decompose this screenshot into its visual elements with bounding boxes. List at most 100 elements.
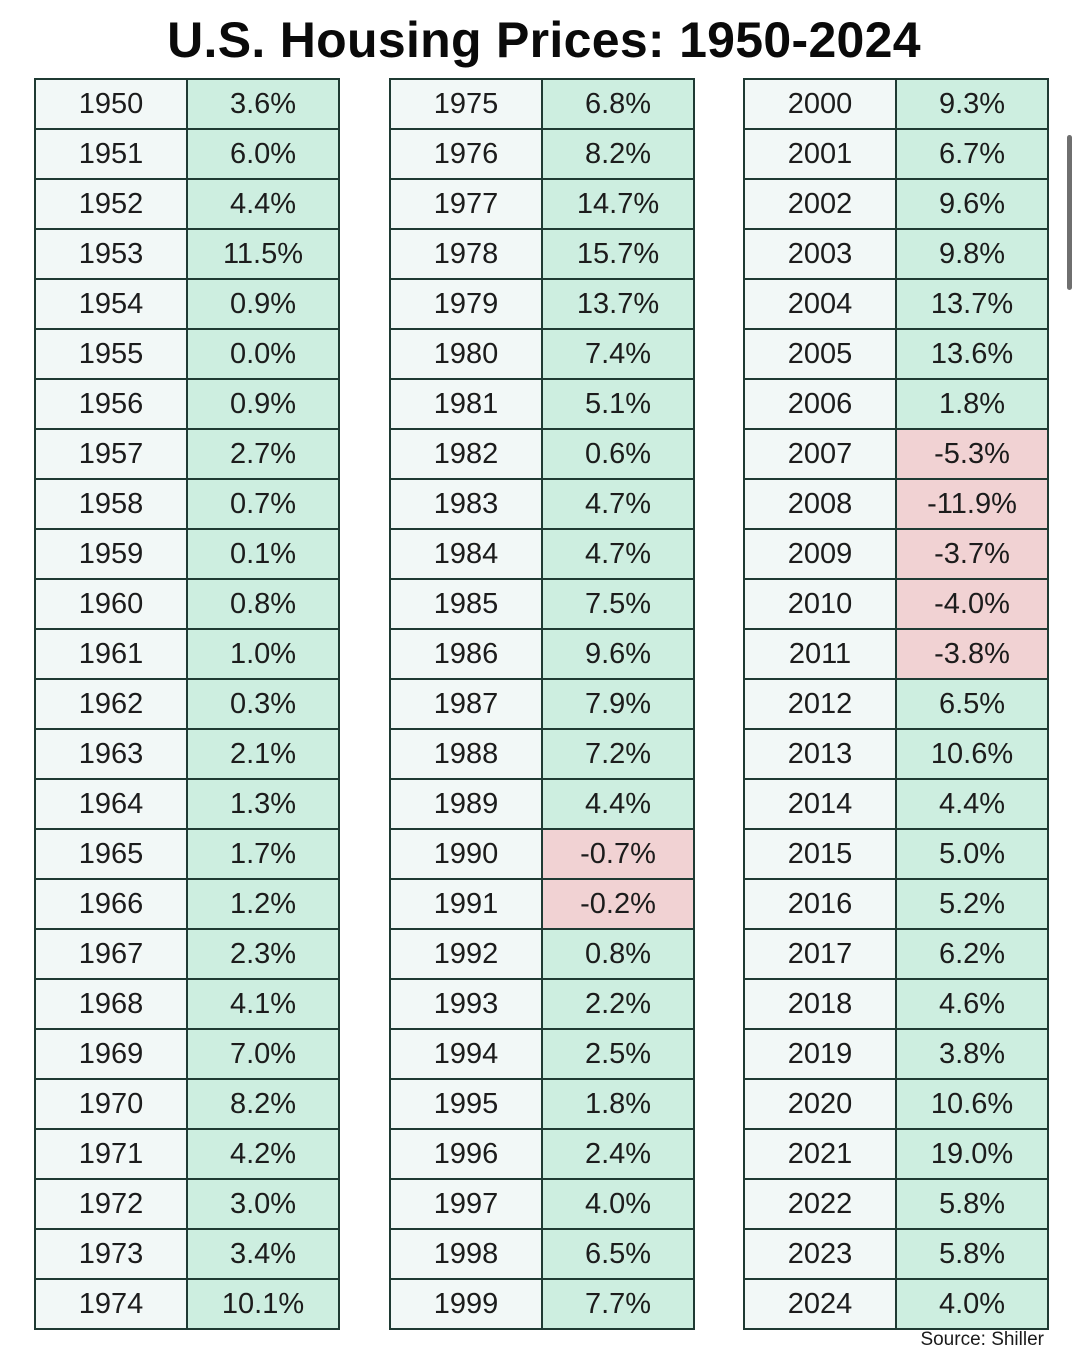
- change-cell: 4.0%: [895, 1278, 1049, 1330]
- table-row: 1963 2.1%: [34, 728, 340, 780]
- price-table-column-2: 1975 6.8% 1976 8.2% 1977 14.7% 1978 15.7% 1979 13…: [389, 78, 695, 1330]
- change-cell: 1.3%: [186, 778, 340, 830]
- table-row: 1970 8.2%: [34, 1078, 340, 1130]
- change-cell: 10.1%: [186, 1278, 340, 1330]
- table-row: 2019 3.8%: [743, 1028, 1049, 1080]
- year-cell: 1954: [34, 278, 188, 330]
- table-row: 2023 5.8%: [743, 1228, 1049, 1280]
- change-cell: -3.8%: [895, 628, 1049, 680]
- year-cell: 2017: [743, 928, 897, 980]
- change-cell: -4.0%: [895, 578, 1049, 630]
- year-cell: 2018: [743, 978, 897, 1030]
- year-cell: 1979: [389, 278, 543, 330]
- table-row: 1978 15.7%: [389, 228, 695, 280]
- year-cell: 1987: [389, 678, 543, 730]
- year-cell: 1972: [34, 1178, 188, 1230]
- change-cell: 7.4%: [541, 328, 695, 380]
- table-row: 2004 13.7%: [743, 278, 1049, 330]
- table-row: 1991 -0.2%: [389, 878, 695, 930]
- change-cell: 13.7%: [895, 278, 1049, 330]
- table-row: 1975 6.8%: [389, 78, 695, 130]
- table-row: 2005 13.6%: [743, 328, 1049, 380]
- table-row: 1999 7.7%: [389, 1278, 695, 1330]
- year-cell: 1998: [389, 1228, 543, 1280]
- year-cell: 1960: [34, 578, 188, 630]
- table-row: 1985 7.5%: [389, 578, 695, 630]
- change-cell: 1.7%: [186, 828, 340, 880]
- change-cell: 15.7%: [541, 228, 695, 280]
- table-row: 2013 10.6%: [743, 728, 1049, 780]
- price-table-column-1: 1950 3.6% 1951 6.0% 1952 4.4% 1953 11.5% 1954 0.9…: [34, 78, 340, 1330]
- table-row: 1993 2.2%: [389, 978, 695, 1030]
- year-cell: 1981: [389, 378, 543, 430]
- year-cell: 2021: [743, 1128, 897, 1180]
- year-cell: 1988: [389, 728, 543, 780]
- change-cell: 5.8%: [895, 1228, 1049, 1280]
- change-cell: 7.5%: [541, 578, 695, 630]
- change-cell: 4.7%: [541, 478, 695, 530]
- change-cell: 8.2%: [186, 1078, 340, 1130]
- year-cell: 1980: [389, 328, 543, 380]
- change-cell: 4.7%: [541, 528, 695, 580]
- change-cell: 4.4%: [541, 778, 695, 830]
- change-cell: 0.9%: [186, 378, 340, 430]
- change-cell: -0.2%: [541, 878, 695, 930]
- year-cell: 1977: [389, 178, 543, 230]
- year-cell: 1991: [389, 878, 543, 930]
- table-row: 1966 1.2%: [34, 878, 340, 930]
- table-row: 1961 1.0%: [34, 628, 340, 680]
- year-cell: 1955: [34, 328, 188, 380]
- price-table-column-3: 2000 9.3% 2001 6.7% 2002 9.6% 2003 9.8% 2004 13.7…: [743, 78, 1049, 1330]
- scroll-indicator[interactable]: [1067, 135, 1072, 290]
- table-row: 2010 -4.0%: [743, 578, 1049, 630]
- year-cell: 1982: [389, 428, 543, 480]
- table-row: 2008 -11.9%: [743, 478, 1049, 530]
- table-row: 1980 7.4%: [389, 328, 695, 380]
- year-cell: 1976: [389, 128, 543, 180]
- table-row: 1972 3.0%: [34, 1178, 340, 1230]
- table-row: 2011 -3.8%: [743, 628, 1049, 680]
- year-cell: 2003: [743, 228, 897, 280]
- year-cell: 2009: [743, 528, 897, 580]
- change-cell: 13.6%: [895, 328, 1049, 380]
- change-cell: 6.5%: [541, 1228, 695, 1280]
- year-cell: 1992: [389, 928, 543, 980]
- change-cell: 0.8%: [186, 578, 340, 630]
- table-row: 2001 6.7%: [743, 128, 1049, 180]
- change-cell: -5.3%: [895, 428, 1049, 480]
- table-row: 2002 9.6%: [743, 178, 1049, 230]
- change-cell: 4.4%: [186, 178, 340, 230]
- change-cell: 0.3%: [186, 678, 340, 730]
- change-cell: -0.7%: [541, 828, 695, 880]
- change-cell: 10.6%: [895, 728, 1049, 780]
- year-cell: 2020: [743, 1078, 897, 1130]
- table-row: 2016 5.2%: [743, 878, 1049, 930]
- year-cell: 2016: [743, 878, 897, 930]
- table-row: 1990 -0.7%: [389, 828, 695, 880]
- table-row: 1995 1.8%: [389, 1078, 695, 1130]
- change-cell: 2.2%: [541, 978, 695, 1030]
- change-cell: 4.4%: [895, 778, 1049, 830]
- year-cell: 1964: [34, 778, 188, 830]
- change-cell: 2.5%: [541, 1028, 695, 1080]
- year-cell: 2014: [743, 778, 897, 830]
- year-cell: 2005: [743, 328, 897, 380]
- table-row: 1987 7.9%: [389, 678, 695, 730]
- year-cell: 1951: [34, 128, 188, 180]
- year-cell: 1973: [34, 1228, 188, 1280]
- table-row: 1959 0.1%: [34, 528, 340, 580]
- change-cell: 6.0%: [186, 128, 340, 180]
- year-cell: 1965: [34, 828, 188, 880]
- change-cell: 7.2%: [541, 728, 695, 780]
- table-row: 1996 2.4%: [389, 1128, 695, 1180]
- table-row: 1988 7.2%: [389, 728, 695, 780]
- change-cell: 1.0%: [186, 628, 340, 680]
- change-cell: 11.5%: [186, 228, 340, 280]
- table-row: 1981 5.1%: [389, 378, 695, 430]
- year-cell: 1978: [389, 228, 543, 280]
- change-cell: 0.0%: [186, 328, 340, 380]
- table-row: 1955 0.0%: [34, 328, 340, 380]
- year-cell: 2002: [743, 178, 897, 230]
- year-cell: 1989: [389, 778, 543, 830]
- year-cell: 1959: [34, 528, 188, 580]
